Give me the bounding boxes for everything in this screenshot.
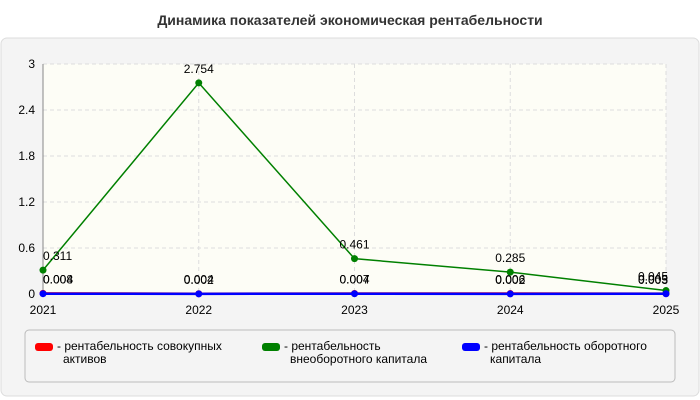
data-label: 0.008 <box>43 272 73 286</box>
y-tick-label: 1.2 <box>18 195 35 209</box>
data-point <box>506 290 514 298</box>
data-label: 0.002 <box>184 273 214 287</box>
y-tick-label: 1.8 <box>18 149 35 163</box>
data-label: 0.006 <box>495 273 525 287</box>
data-label: 0.007 <box>339 272 369 286</box>
legend-line: - рентабельность оборотного <box>484 339 647 353</box>
data-point <box>195 290 203 298</box>
data-label: 2.754 <box>184 62 214 76</box>
data-label: 0.285 <box>495 251 525 265</box>
legend-line: - рентабельность <box>284 339 381 353</box>
chart-title: Динамика показателей экономическая рента… <box>157 12 542 28</box>
x-tick-label: 2022 <box>185 303 212 317</box>
data-label: 0.045 <box>638 270 668 284</box>
x-tick-label: 2024 <box>497 303 524 317</box>
legend-line: капитала <box>490 352 541 366</box>
data-label: 0.005 <box>638 273 668 287</box>
data-label: 0.003 <box>638 273 668 287</box>
data-point <box>506 268 514 276</box>
data-label: 0.002 <box>495 273 525 287</box>
y-tick-label: 0 <box>28 287 35 301</box>
y-tick-label: 3 <box>28 57 35 71</box>
data-point <box>662 290 670 298</box>
data-label: 0.004 <box>184 273 214 287</box>
x-tick-label: 2025 <box>653 303 680 317</box>
data-point <box>195 79 203 87</box>
legend-swatch <box>462 343 480 351</box>
legend-line: - рентабельность совокупных <box>57 339 222 353</box>
data-point <box>351 290 358 298</box>
legend-line: внеоборотного капитала <box>290 352 427 366</box>
data-label: 0.311 <box>43 249 72 263</box>
legend-label: - рентабельность внеоборотного капитала <box>284 339 427 366</box>
y-tick-label: 2.4 <box>18 103 35 117</box>
data-point <box>39 266 47 274</box>
data-point <box>39 290 47 298</box>
data-label: 0.004 <box>339 273 369 287</box>
legend-swatch <box>35 343 53 351</box>
y-tick-label: 0.6 <box>18 241 35 255</box>
legend-label: - рентабельность оборотного капитала <box>484 339 647 366</box>
legend-box <box>24 329 676 383</box>
data-label: 0.461 <box>339 238 369 252</box>
legend-label: - рентабельность совокупных активов <box>57 339 222 366</box>
x-tick-label: 2023 <box>341 303 368 317</box>
data-label: 0.004 <box>43 273 73 287</box>
x-tick-label: 2021 <box>30 303 57 317</box>
legend-line: активов <box>63 352 107 366</box>
legend-swatch <box>262 343 280 351</box>
data-point <box>351 255 358 263</box>
